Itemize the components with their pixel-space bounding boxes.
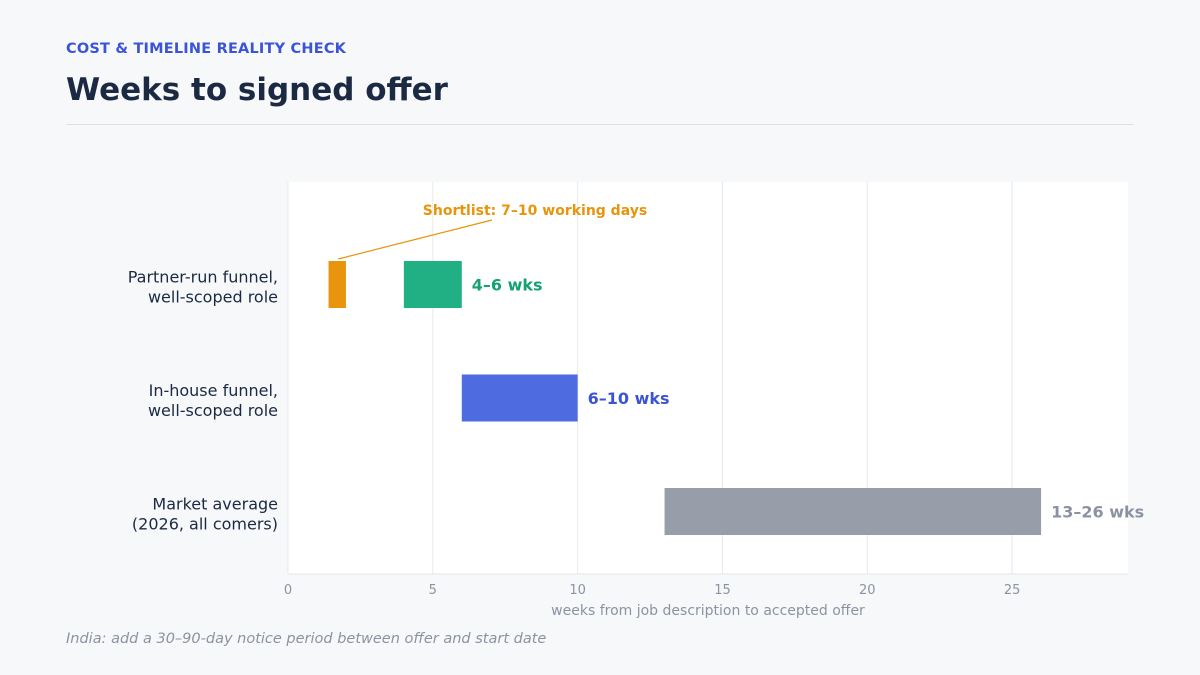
category-label-line: well-scoped role (148, 401, 278, 420)
chart-eyebrow: COST & TIMELINE REALITY CHECK (66, 41, 347, 57)
x-tick-label: 15 (714, 583, 731, 598)
range-bars: 4–6 wks 6–10 wks 13–26 wks (328, 261, 1144, 535)
range-bar (664, 488, 1042, 535)
x-tick-label: 5 (429, 583, 437, 598)
header-divider (66, 124, 1134, 125)
category-label-line: well-scoped role (148, 288, 278, 307)
x-tick-label: 0 (284, 583, 292, 598)
range-bar (403, 261, 462, 308)
x-tick-label: 20 (859, 583, 876, 598)
category-label-line: In-house funnel, (149, 381, 278, 400)
bar-value-label: 4–6 wks (472, 276, 543, 295)
x-axis-title: weeks from job description to accepted o… (551, 603, 865, 619)
shortlist-bar (328, 261, 346, 308)
category-label: Partner-run funnel, well-scoped role (128, 268, 278, 307)
footnote: India: add a 30–90-day notice period bet… (66, 631, 547, 647)
chart-title: Weeks to signed offer (66, 72, 448, 108)
annotation-leader-line (338, 219, 493, 260)
category-label-line: Market average (152, 495, 278, 514)
category-label: In-house funnel, well-scoped role (148, 381, 278, 420)
category-label-line: Partner-run funnel, (128, 268, 278, 287)
category-labels: Partner-run funnel, well-scoped roleIn-ho… (128, 268, 278, 534)
x-tick-label: 25 (1004, 583, 1021, 598)
shortlist-annotation: Shortlist: 7–10 working days (338, 203, 647, 260)
bar-value-label: 13–26 wks (1051, 503, 1144, 522)
annotation-text: Shortlist: 7–10 working days (423, 203, 647, 219)
bar-value-label: 6–10 wks (588, 389, 670, 408)
x-tick-label: 10 (569, 583, 586, 598)
range-bar (461, 374, 578, 422)
category-label-line: (2026, all comers) (132, 515, 278, 534)
x-tick-labels: 0 5 10 15 20 25 (284, 583, 1021, 598)
category-label: Market average (2026, all comers) (132, 495, 278, 534)
